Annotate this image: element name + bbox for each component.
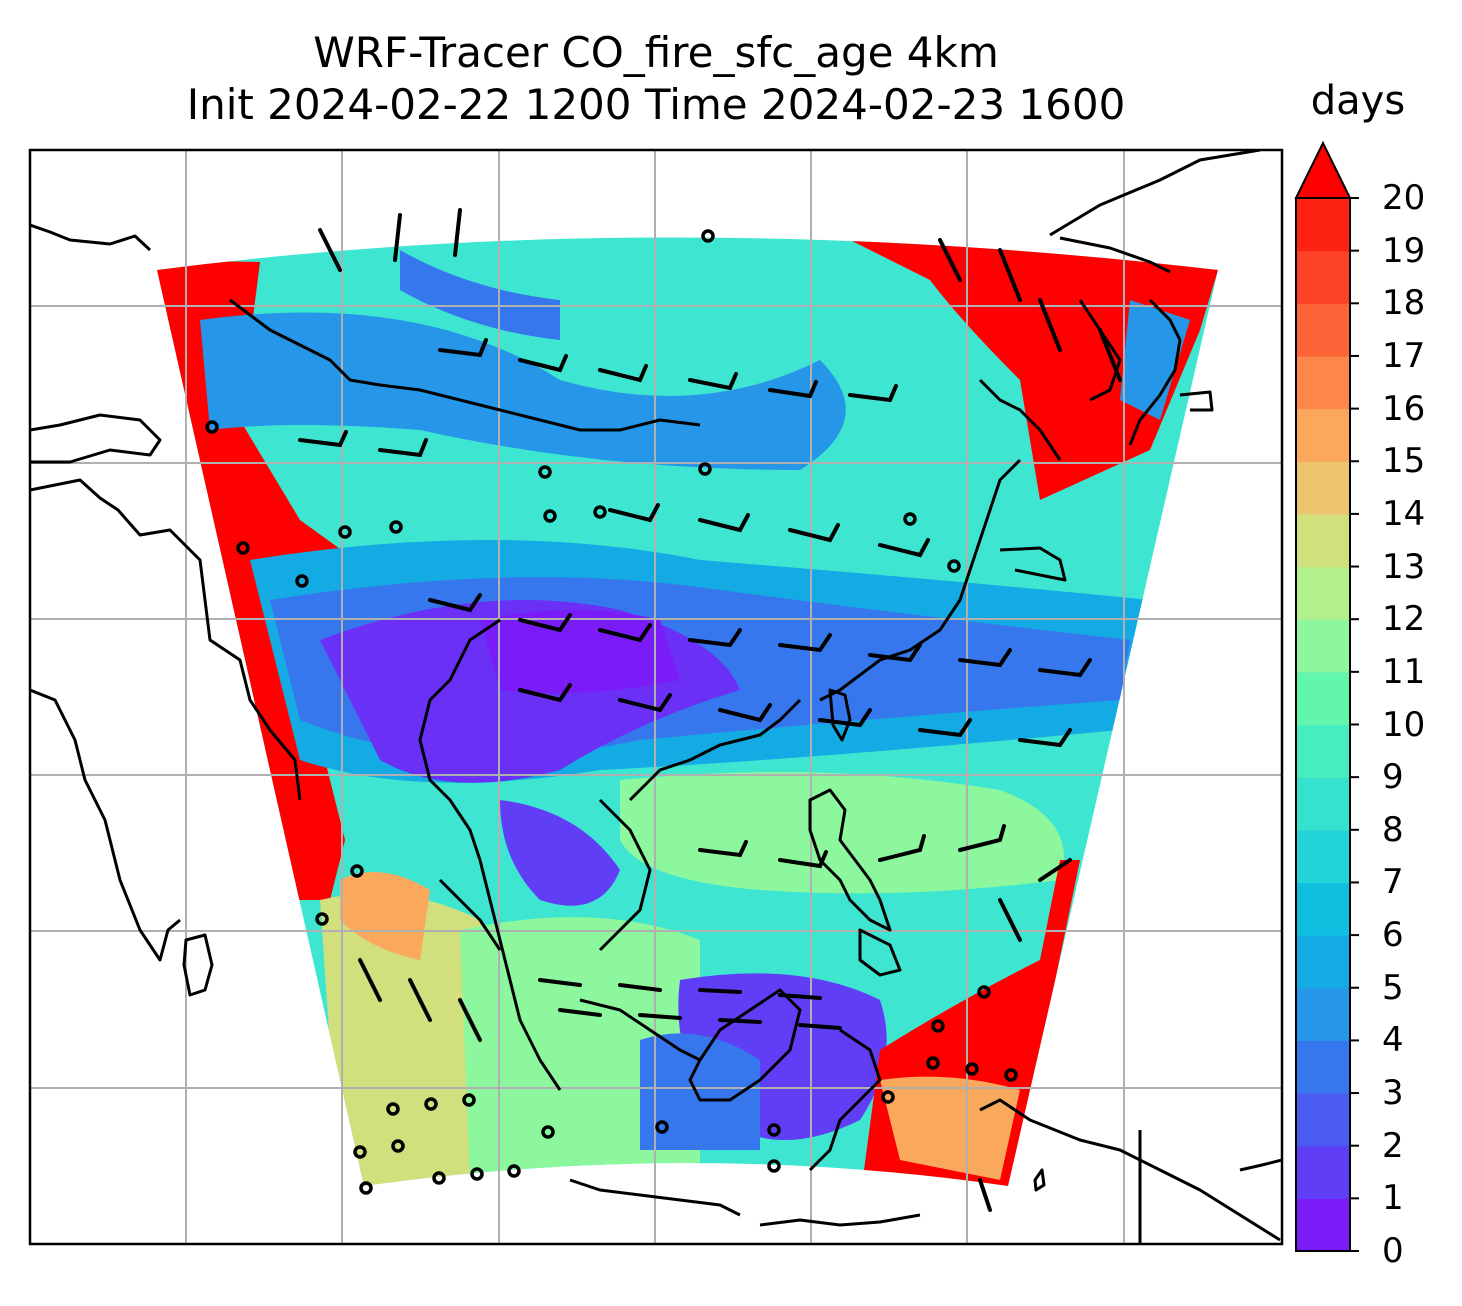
colorbar-segment	[1296, 829, 1350, 884]
colorbar-tick-label: 14	[1382, 493, 1426, 534]
colorbar-tick-label: 15	[1382, 441, 1426, 482]
colorbar-segment	[1296, 882, 1350, 936]
colorbar	[1294, 140, 1359, 1252]
wind-barbs	[298, 208, 1122, 1212]
colorbar-segment	[1296, 408, 1350, 462]
colorbar-tick-label: 4	[1382, 1020, 1404, 1061]
colorbar-tick-label: 20	[1382, 178, 1426, 218]
colorbar-segment	[1296, 355, 1350, 410]
colorbar-segment	[1296, 935, 1350, 989]
colorbar-tick-label: 1	[1382, 1178, 1404, 1219]
coastlines	[30, 150, 1282, 1244]
colorbar-segment	[1296, 566, 1350, 620]
colorbar-tick-label: 5	[1382, 967, 1404, 1008]
colorbar-segment	[1296, 250, 1350, 304]
colorbar-tick-label: 0	[1382, 1231, 1404, 1271]
colorbar-tick-label: 2	[1382, 1125, 1404, 1166]
colorbar-unit-label: days	[1310, 78, 1406, 124]
colorbar-segment	[1296, 513, 1350, 568]
colorbar-segment	[1296, 671, 1350, 726]
colorbar-extend-arrow	[1294, 140, 1352, 199]
colorbar-tick-label: 10	[1382, 704, 1426, 745]
colorbar-segment	[1296, 1198, 1350, 1252]
colorbar-tick-label: 7	[1382, 862, 1404, 903]
colorbar-tick-label: 8	[1382, 809, 1404, 850]
colorbar-segment	[1296, 724, 1350, 778]
colorbar-tick-label: 16	[1382, 388, 1426, 429]
colorbar-segment	[1296, 461, 1350, 515]
map-area	[30, 150, 1282, 1244]
colorbar-segment	[1296, 1145, 1350, 1199]
colorbar-tick-label: 3	[1382, 1073, 1404, 1114]
colorbar-tick-label: 17	[1382, 335, 1426, 376]
colorbar-segment	[1296, 198, 1350, 252]
colorbar-segment	[1296, 303, 1350, 357]
colorbar-tick-label: 13	[1382, 546, 1426, 587]
tracer-age-field	[157, 237, 1218, 1186]
colorbar-tick-label: 11	[1382, 651, 1426, 692]
colorbar-tick-label: 19	[1382, 230, 1426, 271]
colorbar-tick-label: 6	[1382, 915, 1404, 956]
colorbar-segment	[1296, 987, 1350, 1041]
colorbar-segment	[1296, 1093, 1350, 1147]
colorbar-segment	[1296, 619, 1350, 673]
colorbar-tick-label: 9	[1382, 757, 1404, 798]
map-subtitle: Init 2024-02-22 1200 Time 2024-02-23 160…	[186, 80, 1126, 129]
map-frame	[28, 148, 1284, 1246]
colorbar-tick-label: 18	[1382, 283, 1426, 324]
colorbar-tick-label: 12	[1382, 599, 1426, 640]
colorbar-segment	[1296, 777, 1350, 831]
colorbar-segment	[1296, 1040, 1350, 1094]
map-title: WRF-Tracer CO_fire_sfc_age 4km	[313, 28, 999, 77]
calm-wind-markers	[205, 229, 1018, 1195]
